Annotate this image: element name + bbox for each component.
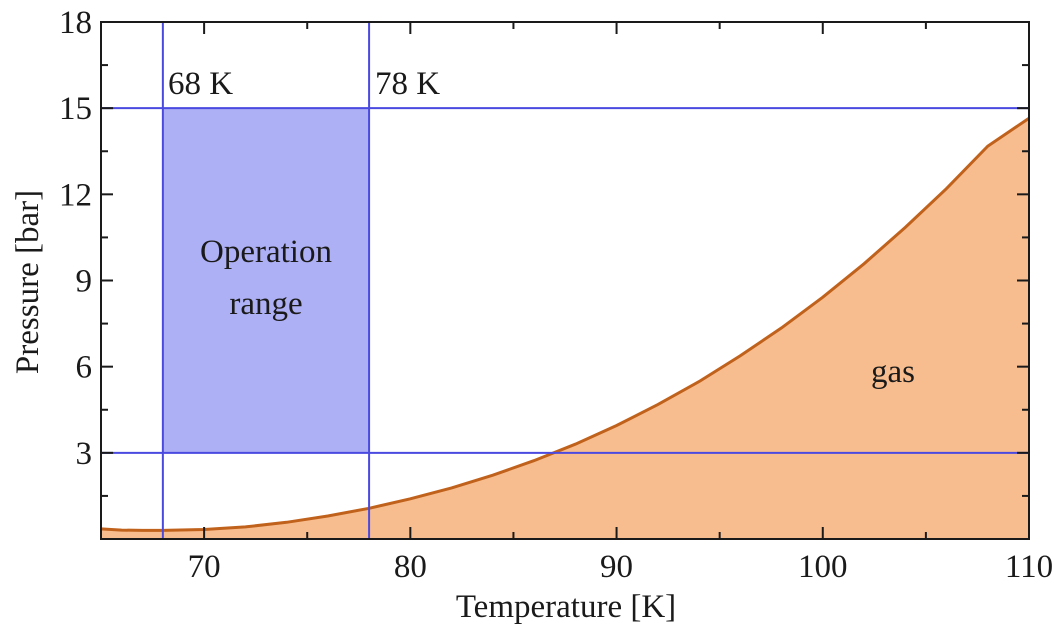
gas-area xyxy=(101,118,1029,539)
x-tick-label-90: 90 xyxy=(600,549,633,585)
x-tick-label-80: 80 xyxy=(394,549,427,585)
x-axis-title: Temperature [K] xyxy=(456,589,676,625)
y-tick-label-12: 12 xyxy=(59,177,92,213)
x-tick-label-110: 110 xyxy=(1005,549,1053,585)
x-tick-label-70: 70 xyxy=(188,549,221,585)
gas-label: gas xyxy=(871,354,915,390)
y-tick-label-18: 18 xyxy=(59,5,92,41)
operation-range-label-line1: Operation xyxy=(200,234,332,270)
operation-range-label-line2: range xyxy=(229,286,302,322)
tick-labels: 70 80 90 100 110 3 6 9 12 15 18 xyxy=(59,5,1053,585)
y-tick-label-6: 6 xyxy=(76,350,93,386)
y-tick-label-3: 3 xyxy=(76,436,93,472)
operation-range-region xyxy=(162,108,370,453)
plot-area xyxy=(100,21,1030,540)
annotation-78k: 78 K xyxy=(375,66,440,102)
y-axis-title: Pressure [bar] xyxy=(10,190,46,374)
y-tick-label-9: 9 xyxy=(76,264,93,300)
axis-ticks xyxy=(100,21,1030,540)
y-tick-label-15: 15 xyxy=(59,91,92,127)
x-tick-label-100: 100 xyxy=(798,549,848,585)
annotation-68k: 68 K xyxy=(168,66,233,102)
